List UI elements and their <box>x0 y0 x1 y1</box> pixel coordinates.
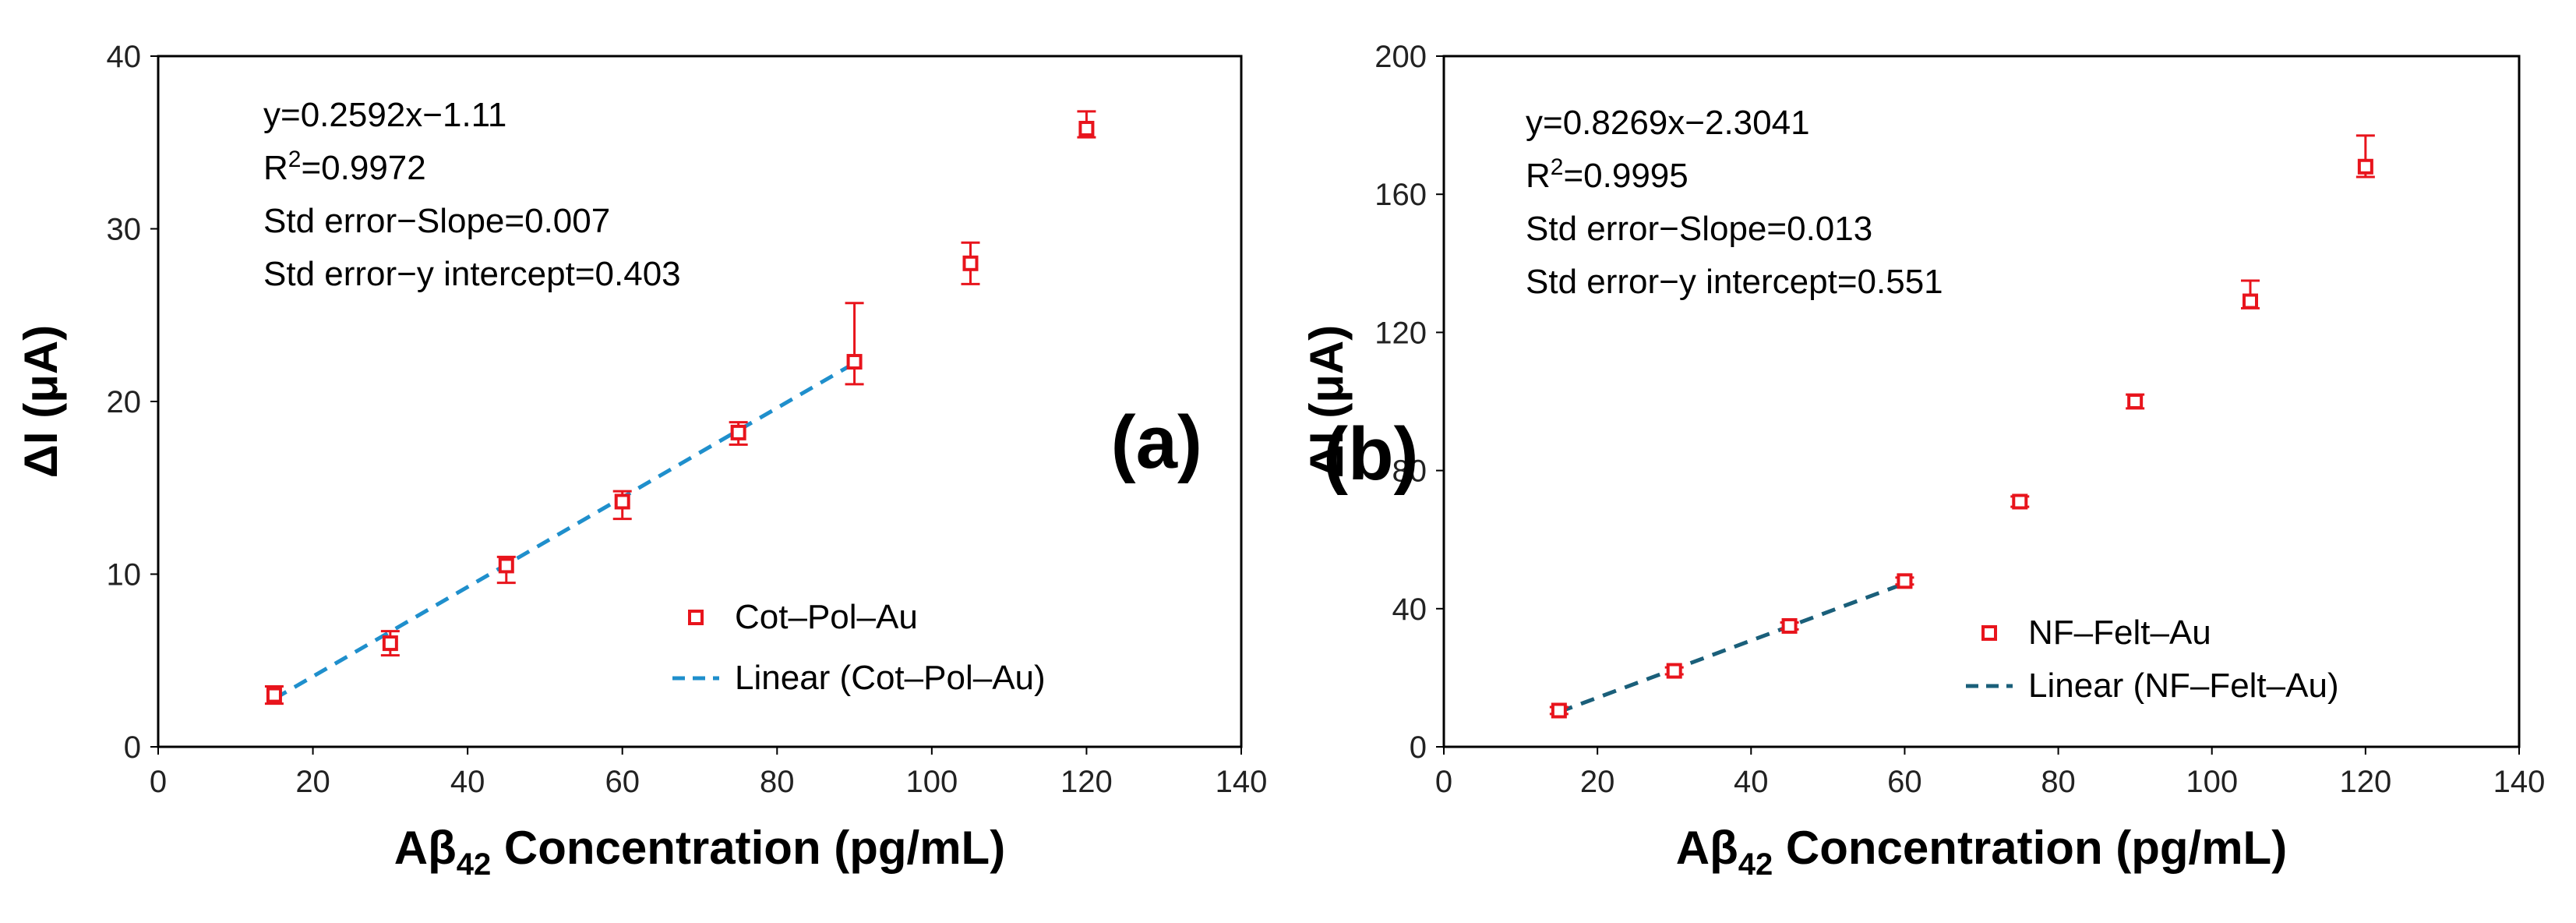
legend-label-series: Cot–Pol–Au <box>735 598 918 636</box>
data-point <box>1078 121 1095 137</box>
data-point <box>2243 293 2258 309</box>
y-tick-label: 10 <box>107 558 142 592</box>
x-tick-label: 120 <box>1060 765 1113 799</box>
x-axis-title: Aβ42 Concentration (pg/mL) <box>1676 822 2287 882</box>
data-point <box>2012 493 2028 510</box>
x-axis-title-main: Aβ <box>1676 822 1738 874</box>
data-point <box>2357 158 2373 175</box>
r-squared-value: =0.9995 <box>1563 157 1688 195</box>
chart-a-svg: 0 20 40 60 80 100 120 140 0 10 20 30 40 Aβ42 Concentr… <box>15 40 1268 882</box>
legend-marker-series <box>1981 625 1997 641</box>
x-tick-label: 140 <box>2493 765 2546 799</box>
std-error-slope: Std error−Slope=0.007 <box>263 202 610 240</box>
r-squared-value: =0.9972 <box>301 149 425 187</box>
linear-fit-line <box>273 361 856 701</box>
x-tick-label: 100 <box>905 765 958 799</box>
x-tick-label: 60 <box>1887 765 1922 799</box>
plot-frame <box>1442 55 2521 748</box>
y-tick-label: 0 <box>124 730 141 765</box>
y-tick-label: 80 <box>1392 454 1427 489</box>
x-tick-label: 40 <box>450 765 485 799</box>
y-tick-label: 40 <box>1392 592 1427 627</box>
y-tick-label: 20 <box>107 385 142 419</box>
panel-label: (b) <box>1323 412 1419 496</box>
data-point <box>1551 702 1567 719</box>
x-tick-label: 80 <box>760 765 795 799</box>
data-point <box>2127 394 2144 409</box>
x-tick-label: 20 <box>295 765 330 799</box>
y-tick-label: 0 <box>1410 730 1427 765</box>
fit-equation: y=0.2592x−1.11 <box>263 96 506 134</box>
x-tick-label: 40 <box>1734 765 1769 799</box>
r-squared-base: R <box>263 149 288 187</box>
data-point <box>730 424 746 440</box>
linear-fit-line <box>1558 582 1906 714</box>
r-squared-sup: 2 <box>288 147 302 172</box>
legend-label-fit: Linear (Cot–Pol–Au) <box>735 659 1046 697</box>
x-axis-title-rest: Concentration (pg/mL) <box>491 822 1005 874</box>
std-error-intercept: Std error−y intercept=0.551 <box>1526 263 1943 301</box>
chart-panel-b: 0 20 40 60 80 100 120 140 0 40 80 120 160 200 Aβ42 Con… <box>1288 0 2576 923</box>
x-tick-label: 20 <box>1580 765 1615 799</box>
legend-marker-series <box>688 610 704 625</box>
std-error-slope: Std error−Slope=0.013 <box>1526 210 1872 248</box>
x-tick-label: 120 <box>2339 765 2391 799</box>
data-point <box>498 557 514 574</box>
data-point <box>614 493 630 510</box>
chart-b-svg: 0 20 40 60 80 100 120 140 0 40 80 120 160 200 Aβ42 Con… <box>1300 40 2546 882</box>
legend-label-fit: Linear (NF–Felt–Au) <box>2028 667 2339 705</box>
x-tick-label: 100 <box>2186 765 2238 799</box>
y-tick-label: 200 <box>1374 40 1427 74</box>
data-point <box>382 635 398 652</box>
x-tick-label: 60 <box>605 765 640 799</box>
x-tick-label: 0 <box>150 765 167 799</box>
r-squared: R2=0.9972 <box>263 147 426 187</box>
panel-label: (a) <box>1111 401 1202 484</box>
data-point <box>1781 617 1798 634</box>
x-tick-label: 140 <box>1216 765 1268 799</box>
data-point <box>962 255 979 271</box>
x-axis-title-sub: 42 <box>1738 847 1773 882</box>
std-error-intercept: Std error−y intercept=0.403 <box>263 255 681 293</box>
r-squared-sup: 2 <box>1551 154 1564 180</box>
fit-equation: y=0.8269x−2.3041 <box>1526 104 1810 142</box>
data-point <box>1666 663 1682 679</box>
y-tick-label: 40 <box>107 40 142 74</box>
x-axis-title-rest: Concentration (pg/mL) <box>1773 822 2287 874</box>
r-squared: R2=0.9995 <box>1526 154 1689 195</box>
x-axis-title-main: Aβ <box>394 822 457 874</box>
legend-label-series: NF–Felt–Au <box>2028 614 2211 652</box>
chart-panel-a: 0 20 40 60 80 100 120 140 0 10 20 30 40 Aβ42 Concentr… <box>15 40 1268 882</box>
y-axis-title: ΔI (μA) <box>1300 325 1353 478</box>
x-tick-label: 0 <box>1435 765 1452 799</box>
y-tick-label: 120 <box>1374 316 1427 350</box>
x-axis-title: Aβ42 Concentration (pg/mL) <box>394 822 1005 882</box>
y-tick-label: 160 <box>1374 178 1427 212</box>
x-axis-title-sub: 42 <box>457 847 492 882</box>
data-point <box>1897 573 1913 589</box>
y-tick-label: 30 <box>107 213 142 247</box>
y-axis-title: ΔI (μA) <box>15 325 67 478</box>
data-point <box>846 354 863 370</box>
x-tick-label: 80 <box>2041 765 2076 799</box>
r-squared-base: R <box>1526 157 1551 195</box>
data-point <box>266 687 282 703</box>
